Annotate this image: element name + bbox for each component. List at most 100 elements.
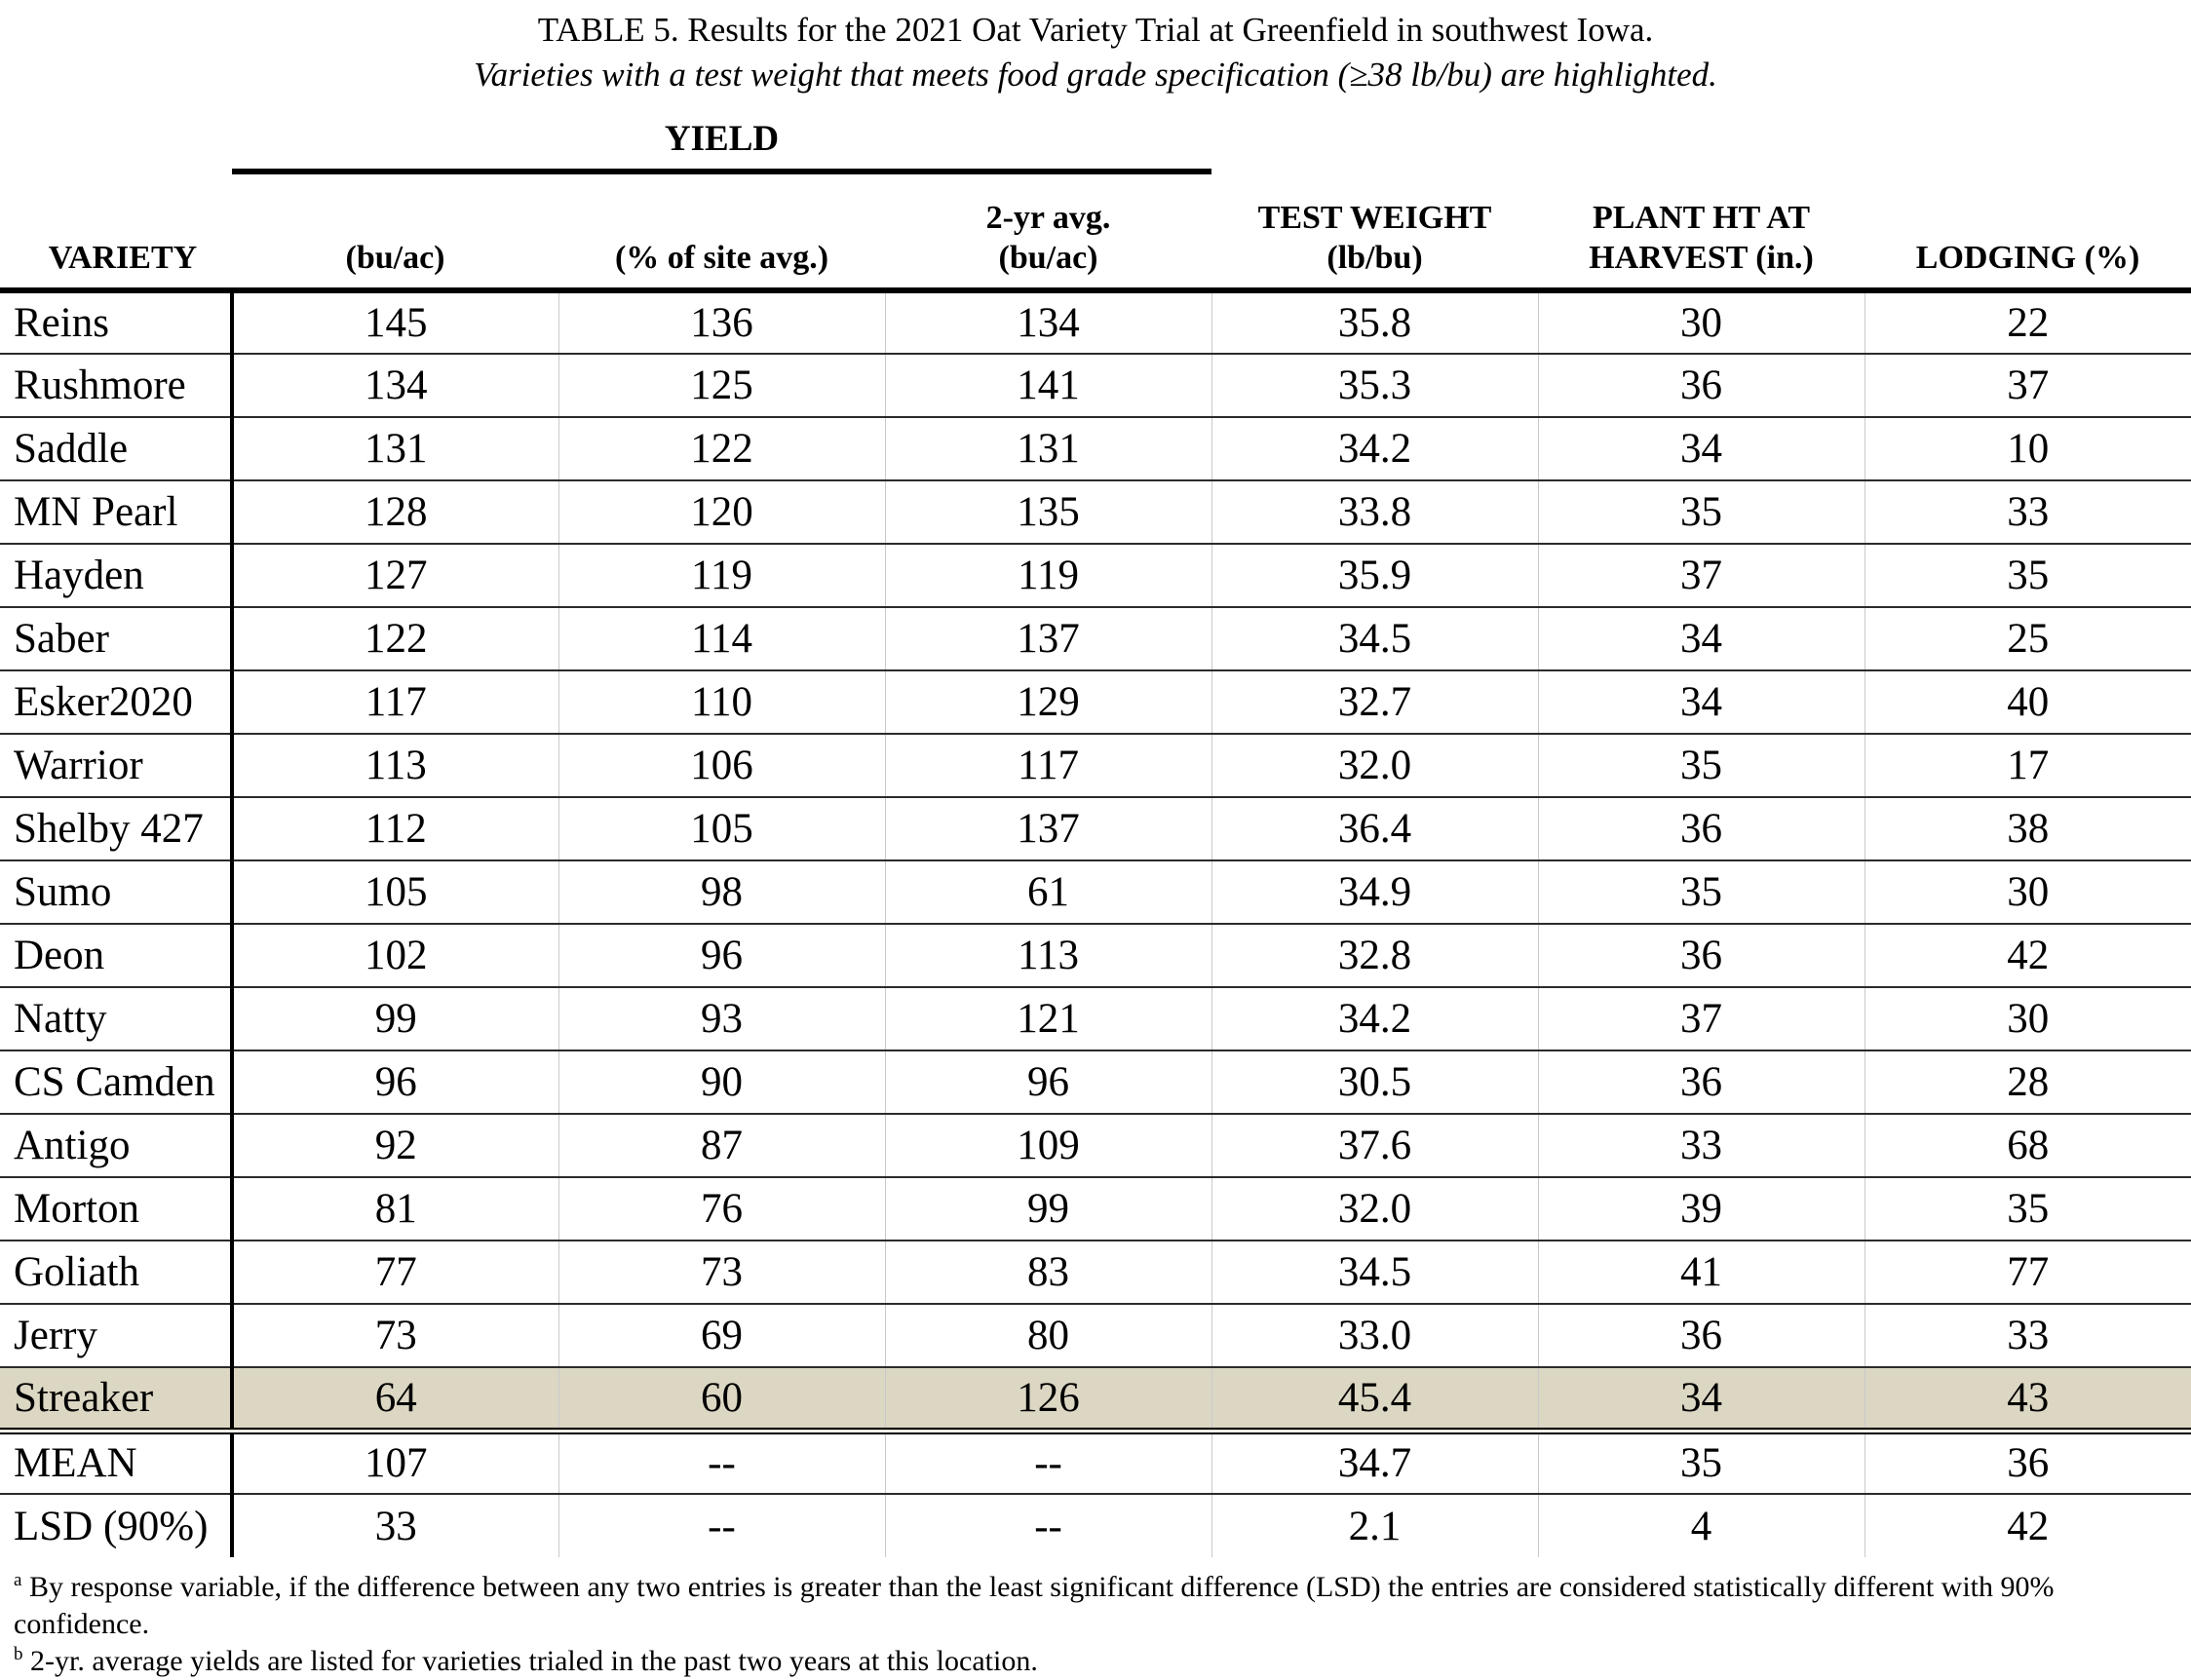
yield-buac-cell: 99 <box>232 986 559 1050</box>
column-header-row: VARIETY (bu/ac) (% of site avg.) 2-yr av… <box>0 172 2191 293</box>
variety-cell: MEAN <box>0 1427 234 1494</box>
table-row: Deon 102 96 113 32.8 36 42 <box>0 923 2191 987</box>
header-variety-line2: VARIETY <box>48 240 198 276</box>
table-row: Antigo 92 87 109 37.6 33 68 <box>0 1113 2191 1177</box>
lodging-cell: 40 <box>1864 669 2191 734</box>
variety-cell: Shelby 427 <box>0 796 234 860</box>
lodging-cell: 10 <box>1864 416 2191 480</box>
yield-2yr-avg-cell: -- <box>885 1427 1212 1494</box>
lodging-cell: 33 <box>1864 1303 2191 1367</box>
test-weight-cell: 34.9 <box>1211 859 1539 924</box>
yield-buac-cell: 117 <box>232 669 559 734</box>
yield-2yr-avg-cell: 117 <box>885 733 1212 797</box>
test-weight-cell: 32.0 <box>1211 1176 1539 1241</box>
yield-2yr-avg-cell: 137 <box>885 606 1212 670</box>
test-weight-cell: 36.4 <box>1211 796 1539 860</box>
yield-pct-site-avg-cell: 110 <box>558 669 886 734</box>
yield-pct-site-avg-cell: 98 <box>558 859 886 924</box>
group-spacer-left <box>0 101 232 172</box>
table-row: Sumo 105 98 61 34.9 35 30 <box>0 859 2191 924</box>
variety-rows-body: Reins 145 136 134 35.8 30 22 Rushmore 13… <box>0 290 2191 1431</box>
yield-buac-cell: 64 <box>232 1366 559 1431</box>
variety-cell: MN Pearl <box>0 479 234 544</box>
plant-height-cell: 35 <box>1538 859 1865 924</box>
lodging-cell: 77 <box>1864 1240 2191 1304</box>
header-plant-height: PLANT HT AT HARVEST (in.) <box>1538 172 1865 293</box>
header-variety: VARIETY <box>0 172 232 293</box>
test-weight-cell: 33.0 <box>1211 1303 1539 1367</box>
yield-pct-site-avg-cell: -- <box>558 1427 886 1494</box>
yield-buac-cell: 112 <box>232 796 559 860</box>
table-row: Hayden 127 119 119 35.9 37 35 <box>0 543 2191 607</box>
variety-cell: Warrior <box>0 733 234 797</box>
yield-pct-site-avg-cell: 136 <box>558 290 886 354</box>
lodging-cell: 30 <box>1864 986 2191 1050</box>
header-2yr-avg: 2-yr avg. (bu/ac) <box>885 172 1212 293</box>
header-lodging: LODGING (%) <box>1864 172 2191 293</box>
table-row: LSD (90%) 33 -- -- 2.1 4 42 <box>0 1493 2191 1557</box>
yield-buac-cell: 113 <box>232 733 559 797</box>
test-weight-cell: 32.7 <box>1211 669 1539 734</box>
variety-cell: Sumo <box>0 859 234 924</box>
plant-height-cell: 30 <box>1538 290 1865 354</box>
table-row: Goliath 77 73 83 34.5 41 77 <box>0 1240 2191 1304</box>
variety-cell: Natty <box>0 986 234 1050</box>
table-row: Rushmore 134 125 141 35.3 36 37 <box>0 353 2191 417</box>
table-row: CS Camden 96 90 96 30.5 36 28 <box>0 1050 2191 1114</box>
yield-2yr-avg-cell: 129 <box>885 669 1212 734</box>
variety-cell: Esker2020 <box>0 669 234 734</box>
variety-cell: Saber <box>0 606 234 670</box>
table-row: Saber 122 114 137 34.5 34 25 <box>0 606 2191 670</box>
test-weight-cell: 37.6 <box>1211 1113 1539 1177</box>
header-plant-height-line1: PLANT HT AT <box>1593 200 1810 236</box>
header-lodging-line2: LODGING (%) <box>1915 240 2140 276</box>
plant-height-cell: 37 <box>1538 543 1865 607</box>
lodging-cell: 28 <box>1864 1050 2191 1114</box>
lodging-cell: 35 <box>1864 1176 2191 1241</box>
variety-cell: Jerry <box>0 1303 234 1367</box>
yield-pct-site-avg-cell: 90 <box>558 1050 886 1114</box>
plant-height-cell: 34 <box>1538 606 1865 670</box>
yield-pct-site-avg-cell: 93 <box>558 986 886 1050</box>
plant-height-cell: 36 <box>1538 1050 1865 1114</box>
yield-buac-cell: 131 <box>232 416 559 480</box>
yield-2yr-avg-cell: 134 <box>885 290 1212 354</box>
yield-buac-cell: 134 <box>232 353 559 417</box>
test-weight-cell: 45.4 <box>1211 1366 1539 1431</box>
yield-2yr-avg-cell: 113 <box>885 923 1212 987</box>
table-row: MN Pearl 128 120 135 33.8 35 33 <box>0 479 2191 544</box>
lodging-cell: 33 <box>1864 479 2191 544</box>
yield-pct-site-avg-cell: 76 <box>558 1176 886 1241</box>
yield-2yr-avg-cell: -- <box>885 1493 1212 1557</box>
lodging-cell: 36 <box>1864 1427 2191 1494</box>
test-weight-cell: 34.5 <box>1211 606 1539 670</box>
variety-cell: Antigo <box>0 1113 234 1177</box>
group-spacer-right <box>1211 101 2191 172</box>
header-test-weight-line1: TEST WEIGHT <box>1257 200 1492 236</box>
test-weight-cell: 35.3 <box>1211 353 1539 417</box>
yield-buac-cell: 105 <box>232 859 559 924</box>
yield-2yr-avg-cell: 137 <box>885 796 1212 860</box>
yield-pct-site-avg-cell: 96 <box>558 923 886 987</box>
table-row: Morton 81 76 99 32.0 39 35 <box>0 1176 2191 1241</box>
table-title: TABLE 5. Results for the 2021 Oat Variet… <box>537 11 1654 49</box>
lodging-cell: 35 <box>1864 543 2191 607</box>
test-weight-cell: 32.0 <box>1211 733 1539 797</box>
header-yield-pct-site-avg: (% of site avg.) <box>558 172 885 293</box>
variety-cell: LSD (90%) <box>0 1493 234 1557</box>
footnotes: a By response variable, if the differenc… <box>0 1557 2191 1680</box>
summary-rows-body: MEAN 107 -- -- 34.7 35 36 LSD (90%) 33 -… <box>0 1427 2191 1557</box>
header-test-weight: TEST WEIGHT (lb/bu) <box>1211 172 1539 293</box>
variety-cell: Deon <box>0 923 234 987</box>
yield-2yr-avg-cell: 141 <box>885 353 1212 417</box>
lodging-cell: 22 <box>2007 300 2050 346</box>
variety-cell: Reins <box>0 290 234 354</box>
table-row: Streaker 64 60 126 45.4 34 43 <box>0 1366 2191 1431</box>
header-yield-pct-line2: (% of site avg.) <box>614 240 829 276</box>
yield-buac-cell: 33 <box>232 1493 559 1557</box>
yield-pct-site-avg-cell: 125 <box>558 353 886 417</box>
plant-height-cell: 34 <box>1538 1366 1865 1431</box>
plant-height-cell: 36 <box>1538 1303 1865 1367</box>
yield-pct-site-avg-cell: 73 <box>558 1240 886 1304</box>
test-weight-cell: 34.2 <box>1211 416 1539 480</box>
